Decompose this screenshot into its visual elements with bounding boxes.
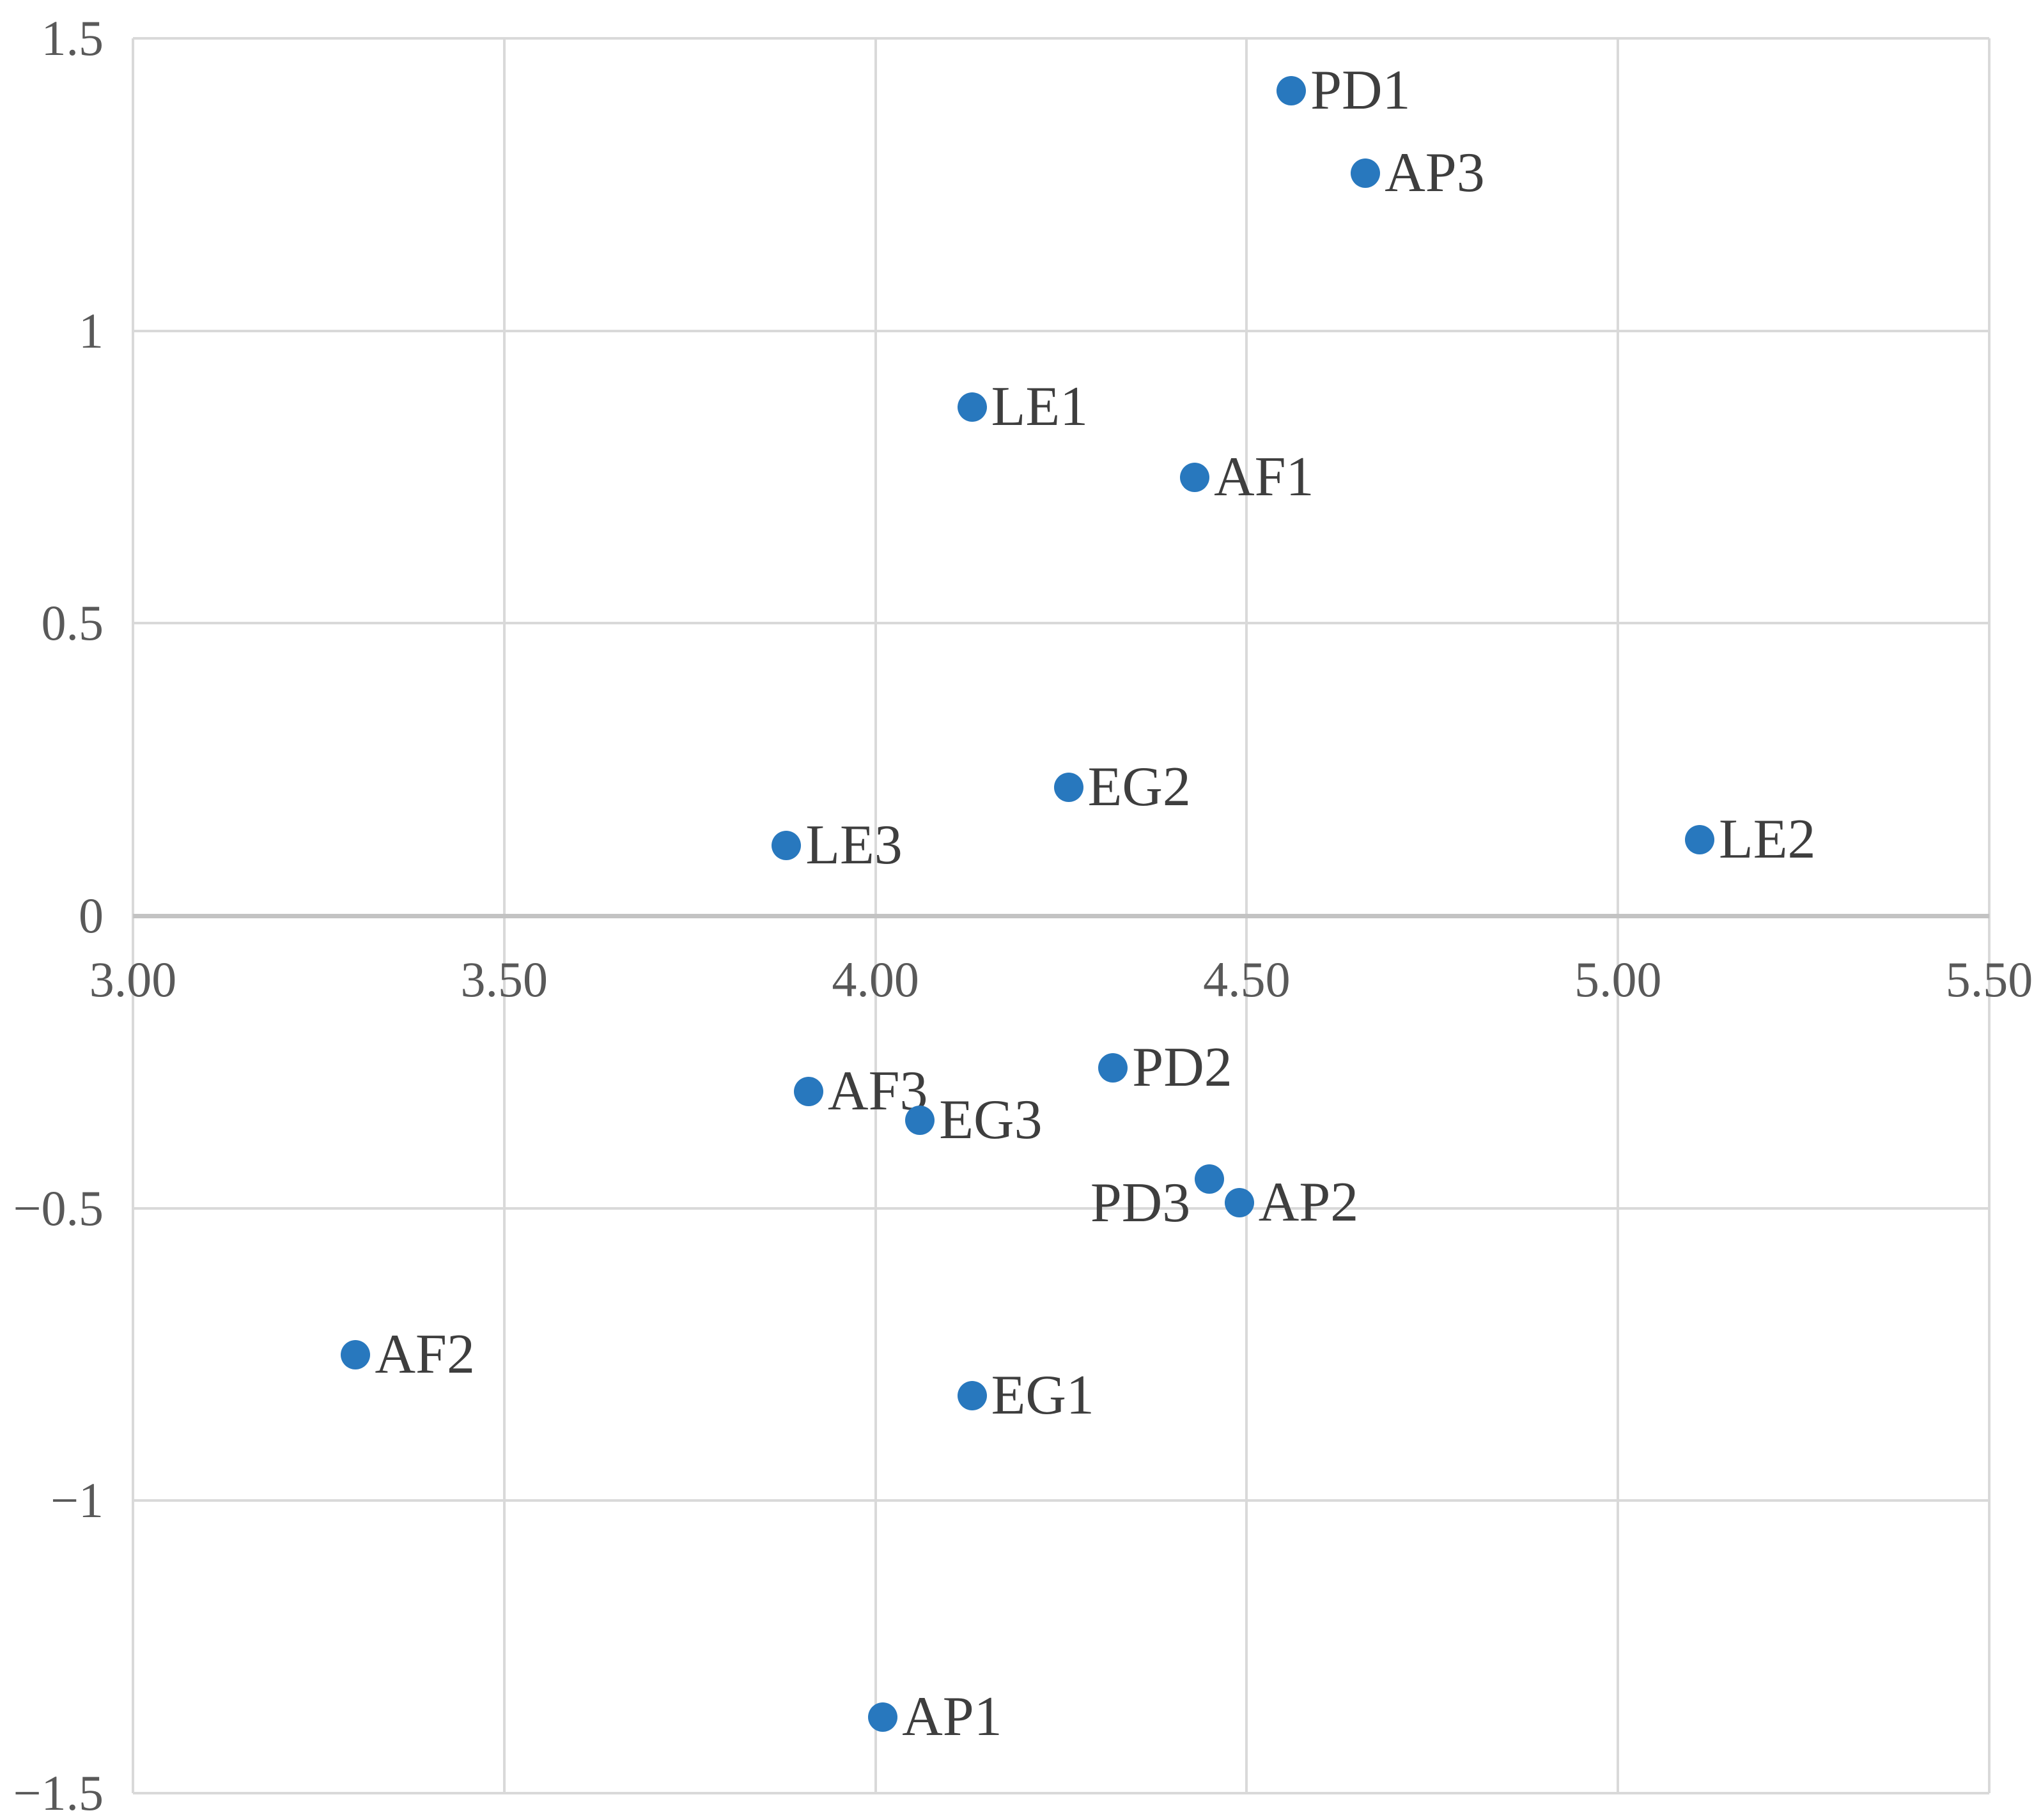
- scatter-point-eg1: [957, 1380, 987, 1410]
- gridline-horizontal: [133, 1499, 1989, 1502]
- scatter-point-pd1: [1277, 76, 1307, 106]
- scatter-point-pd3: [1195, 1164, 1225, 1194]
- scatter-point-pd2: [1098, 1053, 1128, 1083]
- point-label-eg3: EG3: [939, 1089, 1043, 1152]
- scatter-point-le3: [772, 831, 802, 861]
- y-tick-label: −0.5: [13, 1180, 104, 1236]
- gridline-horizontal: [133, 37, 1989, 40]
- gridline-horizontal: [133, 329, 1989, 332]
- point-label-eg1: EG1: [991, 1364, 1094, 1426]
- scatter-point-af2: [341, 1339, 371, 1369]
- point-label-af2: AF2: [375, 1323, 475, 1385]
- plot-area: 3.00 3.50 4.00 4.50 5.00 5.50 PD1 AP3 LE1 AF1 EG2…: [89, 37, 2033, 1794]
- y-tick-label: 1.5: [41, 10, 104, 66]
- x-tick-label: 3.50: [460, 952, 548, 1007]
- scatter-point-ap1: [868, 1702, 898, 1732]
- gridline-horizontal: [133, 1792, 1989, 1794]
- point-label-af1: AF1: [1214, 445, 1314, 508]
- gridline-vertical: [1988, 38, 1991, 1793]
- point-label-le1: LE1: [991, 375, 1089, 438]
- point-label-ap2: AP2: [1258, 1171, 1359, 1233]
- scatter-point-eg2: [1053, 772, 1083, 802]
- x-tick-label: 3.00: [89, 952, 177, 1007]
- point-label-pd2: PD2: [1132, 1036, 1232, 1099]
- x-tick-label: 5.50: [1945, 952, 2033, 1007]
- y-tick-label: −1.5: [13, 1765, 104, 1820]
- point-label-ap1: AP1: [902, 1686, 1002, 1748]
- y-tick-label: 0: [79, 888, 104, 943]
- scatter-point-ap3: [1351, 158, 1381, 188]
- zero-axis-line: [133, 914, 1989, 918]
- y-tick-label: 0.5: [41, 595, 104, 651]
- point-label-ap3: AP3: [1385, 141, 1485, 204]
- scatter-point-eg3: [905, 1106, 935, 1136]
- point-label-pd3: PD3: [1090, 1171, 1191, 1234]
- y-tick-label: −1: [50, 1472, 104, 1529]
- scatter-point-af3: [794, 1076, 824, 1106]
- scatter-point-le1: [957, 392, 987, 422]
- scatter-point-af1: [1180, 462, 1210, 492]
- gridline-horizontal: [133, 622, 1989, 625]
- point-label-pd1: PD1: [1310, 59, 1411, 122]
- y-tick-label: 1: [79, 302, 104, 359]
- scatter-point-ap2: [1224, 1187, 1254, 1217]
- point-label-eg2: EG2: [1087, 755, 1191, 818]
- x-tick-label: 4.00: [832, 952, 919, 1007]
- point-label-le3: LE3: [805, 814, 903, 877]
- x-tick-label: 4.50: [1203, 952, 1291, 1007]
- x-tick-label: 5.00: [1574, 952, 1662, 1007]
- point-label-le2: LE2: [1718, 808, 1816, 870]
- scatter-point-le2: [1684, 825, 1714, 854]
- gridline-horizontal: [133, 1207, 1989, 1210]
